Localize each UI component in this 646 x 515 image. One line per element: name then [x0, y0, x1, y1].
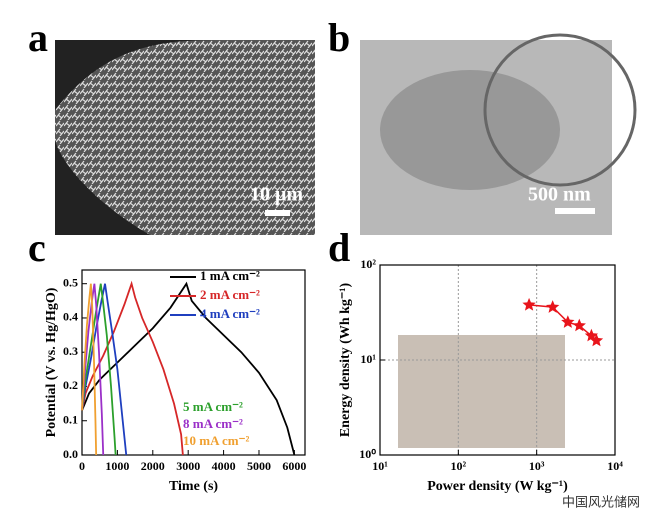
x-tick-label: 10¹	[372, 459, 388, 473]
legend-label: 1 mA cm⁻²	[200, 268, 260, 283]
gcd-curve	[81, 281, 296, 456]
tem-flake	[380, 70, 560, 190]
gcd-curve	[81, 283, 117, 456]
x-axis-label: Power density (W kg⁻¹)	[427, 479, 568, 494]
x-tick-label: 0	[79, 459, 85, 473]
y-tick-label: 0.2	[63, 378, 78, 392]
x-tick-label: 5000	[247, 459, 271, 473]
scale-bar	[555, 208, 595, 214]
y-tick-label: 0.3	[63, 344, 78, 358]
y-axis-label: Potential (V vs. Hg/HgO)	[44, 287, 59, 437]
y-tick-label: 0.5	[63, 275, 78, 289]
scale-bar	[265, 210, 290, 216]
connect-line	[529, 304, 597, 342]
data-point	[522, 297, 536, 311]
gcd-curve	[81, 283, 128, 456]
sem-texture	[55, 40, 315, 235]
legend-label: 2 mA cm⁻²	[200, 287, 260, 302]
legend-label: 5 mA cm⁻²	[183, 399, 243, 414]
y-tick-label: 10²	[360, 257, 376, 271]
scale-label: 10 μm	[250, 184, 303, 206]
y-tick-label: 0.4	[63, 310, 78, 324]
legend-label: 8 mA cm⁻²	[183, 416, 243, 431]
y-tick-label: 10¹	[360, 352, 376, 366]
x-tick-label: 2000	[141, 459, 165, 473]
gcd-curve	[81, 283, 98, 456]
y-axis-label: Energy density (Wh kg⁻¹)	[338, 283, 353, 438]
x-tick-label: 6000	[282, 459, 306, 473]
x-tick-label: 10²	[451, 459, 467, 473]
scale-label: 500 nm	[528, 184, 591, 206]
y-tick-label: 0.0	[63, 447, 78, 461]
y-tick-label: 0.1	[63, 412, 78, 426]
watermark: 中国风光储网	[562, 496, 640, 511]
x-tick-label: 10⁴	[607, 459, 623, 473]
tem-grid	[483, 33, 637, 187]
inset-photo	[398, 335, 565, 448]
legend-label: 10 mA cm⁻²	[183, 433, 249, 448]
plot-frame	[379, 264, 616, 456]
y-tick-label: 10⁰	[359, 447, 376, 461]
legend-label: 4 mA cm⁻²	[200, 306, 260, 321]
panel-label: b	[328, 15, 350, 60]
panel-label: c	[28, 225, 46, 270]
plot-frame	[81, 269, 306, 456]
x-axis-label: Time (s)	[169, 479, 218, 494]
gcd-curve	[81, 283, 105, 456]
panel-label: a	[28, 15, 48, 60]
x-tick-label: 10³	[529, 459, 545, 473]
panel-label: d	[328, 225, 350, 270]
x-tick-label: 4000	[212, 459, 236, 473]
x-tick-label: 3000	[176, 459, 200, 473]
x-tick-label: 1000	[105, 459, 129, 473]
